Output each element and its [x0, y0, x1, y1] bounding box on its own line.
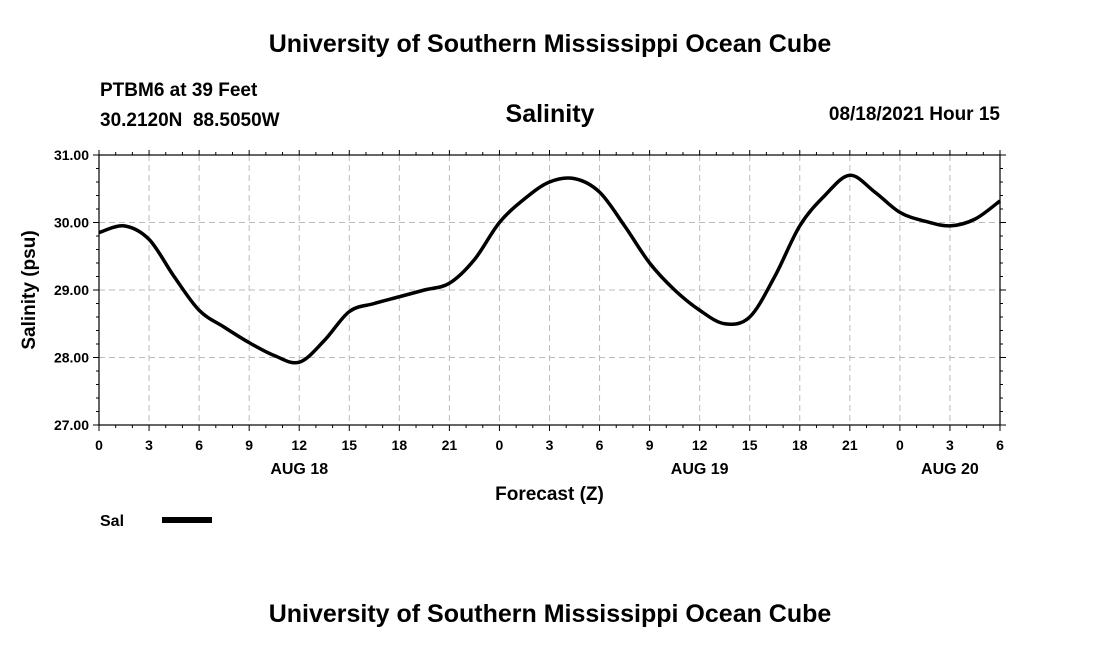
- x-tick-label: 21: [842, 437, 858, 453]
- x-axis-label: Forecast (Z): [495, 484, 604, 505]
- x-tick-label: 3: [546, 437, 554, 453]
- x-tick-label: 18: [792, 437, 808, 453]
- x-tick-label: 18: [392, 437, 408, 453]
- station-coords: 30.2120N 88.5050W: [100, 110, 280, 131]
- x-tick-label: 3: [145, 437, 153, 453]
- legend-label: Sal: [100, 513, 124, 530]
- chart-title: Salinity: [505, 100, 595, 128]
- series-line-sal: [98, 173, 1002, 365]
- footer-title: University of Southern Mississippi Ocean…: [268, 600, 832, 628]
- x-tick-label: 15: [742, 437, 758, 453]
- x-tick-label: 6: [195, 437, 203, 453]
- date-label: AUG 18: [270, 461, 328, 478]
- x-tick-label: 9: [245, 437, 253, 453]
- date-label: AUG 20: [921, 461, 979, 478]
- x-tick-label: 6: [996, 437, 1004, 453]
- forecast-timestamp: 08/18/2021 Hour 15: [828, 104, 1000, 125]
- x-tick-label: 12: [291, 437, 307, 453]
- y-tick-label: 27.00: [54, 417, 89, 433]
- x-tick-label: 0: [496, 437, 504, 453]
- x-tick-label: 21: [442, 437, 458, 453]
- y-tick-label: 28.00: [54, 350, 89, 366]
- station-name: PTBM6 at 39 Feet: [100, 80, 258, 101]
- station-info: PTBM6 at 39 Feet 30.2120N 88.5050W: [100, 76, 280, 136]
- date-label: AUG 19: [671, 461, 729, 478]
- y-tick-label: 30.00: [54, 215, 89, 231]
- x-tick-label: 0: [95, 437, 103, 453]
- y-tick-label: 29.00: [54, 282, 89, 298]
- x-tick-label: 0: [896, 437, 904, 453]
- x-tick-label: 3: [946, 437, 954, 453]
- y-axis-label: Salinity (psu): [19, 230, 40, 349]
- x-tick-label: 12: [692, 437, 708, 453]
- page-title: University of Southern Mississippi Ocean…: [268, 30, 832, 58]
- x-tick-label: 9: [646, 437, 654, 453]
- x-tick-label: 6: [596, 437, 604, 453]
- x-tick-label: 15: [341, 437, 357, 453]
- y-tick-label: 31.00: [54, 147, 89, 163]
